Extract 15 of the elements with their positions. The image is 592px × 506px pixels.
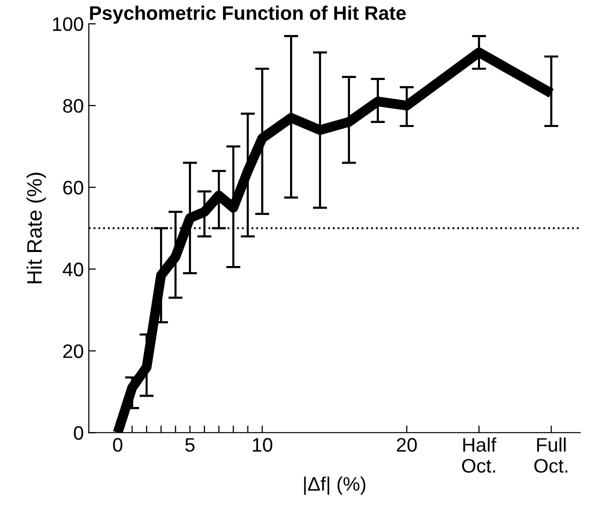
y-tick-label: 100: [52, 17, 84, 32]
x-tick-label: 5: [185, 438, 195, 452]
y-tick-label: 40: [62, 262, 84, 276]
x-tick-label: 0: [113, 438, 122, 452]
y-tick-label: 20: [63, 344, 84, 358]
x-axis-title: |Δf| (%): [304, 476, 366, 495]
y-tick-label: 80: [63, 99, 84, 113]
y-tick-label: 60: [63, 180, 84, 195]
y-axis-title: Hit Rate (%): [26, 172, 46, 284]
x-tick-label: Half Oct.: [462, 437, 496, 473]
x-tick-label: 20: [396, 438, 417, 452]
y-tick-label: 0: [74, 426, 84, 440]
x-tick-label: 10: [252, 438, 272, 452]
chart-title: Psychometric Function of Hit Rate: [90, 6, 406, 24]
x-tick-label: Full Oct.: [534, 437, 568, 473]
